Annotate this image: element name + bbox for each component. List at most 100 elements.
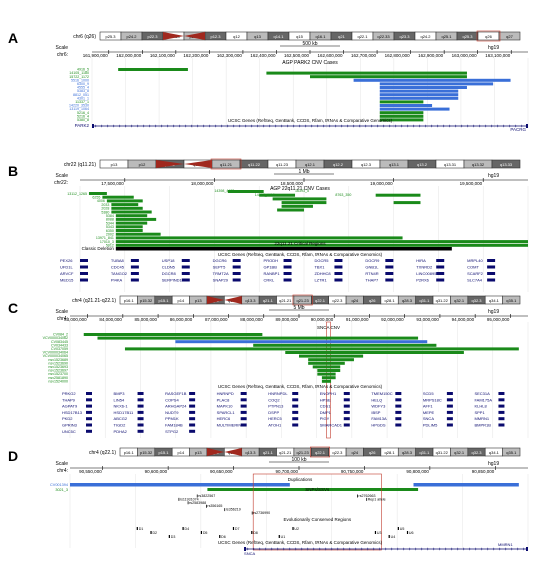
panel-b-gene-body: [385, 265, 394, 269]
panel-c-gene-body: [137, 429, 144, 433]
panel-c-gene-label: HERC5: [268, 416, 282, 421]
panel-d-cons-label: D3: [171, 535, 176, 539]
panel-d-ideogram-band-label: q35.1: [506, 450, 517, 455]
panel-b-ideogram-band-label: q13.2: [417, 162, 428, 167]
panel-c-ideogram-chrom-label: chr4 (q21.21-q22.1): [72, 298, 116, 304]
panel-c-gene-body: [86, 404, 92, 408]
panel-b-sample-label: 5344: [106, 221, 114, 225]
panel-b-gene-label: DGCR6: [213, 258, 228, 263]
panel-d-snca-strand-arrow: [318, 547, 321, 551]
panel-a-park2-strand-arrow: [382, 124, 385, 128]
panel-a-cnv-bar: [310, 75, 467, 79]
panel-a-gene-track-title: UCSC Genes (RefSeq, GenBank, CCDS, Rfam,…: [228, 118, 393, 123]
panel-a-tick-label: 162,800,000: [385, 53, 411, 58]
panel-b-sample-label: 17010_3: [100, 240, 114, 244]
panel-b-gene-label: DGCR9: [365, 258, 380, 263]
panel-a-ideogram-band-label: q25.1: [441, 34, 452, 39]
panel-c-ideogram-band-label: q22.1: [315, 298, 326, 303]
panel-c-ideogram-band-label: q21.23: [296, 298, 309, 303]
panel-d-snp-label: rs356219: [226, 508, 241, 512]
panel-a-tick-label: 162,100,000: [150, 53, 176, 58]
panel-c-gene-label: COQ2: [268, 397, 280, 402]
panel-d-snca-strand-arrow: [258, 547, 261, 551]
panel-c-gene-body: [446, 398, 453, 402]
panel-b-cnv-bar: [115, 214, 148, 218]
panel-b-ideogram-band-label: p13: [111, 162, 118, 167]
panel-d-cons-label: D7: [235, 527, 240, 531]
panel-c-gene-label: WDFY3: [371, 404, 386, 409]
panel-b-ideogram-band-label: q12.1: [305, 162, 316, 167]
panel-b-cnv-bar: [393, 201, 421, 205]
panel-c-ideogram-band-label: q28.3: [402, 298, 413, 303]
panel-c-gene-label: NUDT9: [165, 410, 179, 415]
panel-c-gene-body: [292, 398, 299, 402]
panel-c-gene-body: [137, 410, 144, 414]
panel-c-gene-label: ATOH1: [268, 423, 282, 428]
panel-c-gene-body: [446, 423, 453, 427]
panel-c-gene-body: [137, 404, 144, 408]
panel-b-cnv-bar: [111, 203, 139, 207]
panel-d-cons-label: U4: [391, 535, 396, 539]
panel-c-gene-body: [395, 423, 402, 427]
panel-d-cons-label: U3: [377, 531, 382, 535]
panel-c-gene-label: FAM184B: [165, 423, 183, 428]
panel-b-scale-word: Scale: [55, 173, 68, 179]
panel-a-park2-strand-arrow: [232, 124, 235, 128]
panel-d-snca-exon: [244, 547, 247, 551]
panel-c-gene-label: SPP1: [474, 410, 485, 415]
panel-d-snca-strand-arrow: [474, 547, 477, 551]
panel-b-tick-label: 18,500,000: [280, 181, 303, 186]
panel-d-ideogram-band-label: q28.1: [385, 450, 396, 455]
panel-b-cnv-bar: [115, 243, 528, 247]
panel-b-cnv-bar: [115, 221, 148, 225]
panel-b-sample-label: 5343: [106, 225, 114, 229]
panel-letter-d: D: [8, 448, 19, 464]
panel-b-gene-label: USP18: [162, 258, 175, 263]
panel-c-gene-body: [292, 410, 299, 414]
panel-a-park2-exon: [92, 124, 94, 128]
panel-c-gene-body: [395, 398, 402, 402]
panel-b-gene-body: [487, 259, 496, 262]
panel-c-gene-body: [446, 392, 453, 395]
panel-b-gene-label: SERPIND1: [162, 278, 183, 283]
panel-c-assembly: hg19: [488, 309, 499, 315]
panel-c-gene-label: SNCA: [423, 416, 434, 421]
panel-d-snca-strand-arrow: [486, 547, 489, 551]
panel-c-gene-label: STPG2: [165, 429, 179, 434]
panel-a-park2-strand-arrow: [226, 124, 229, 128]
panel-a-ideogram-band-label: p12.3: [210, 34, 221, 39]
panel-a-park2-exon: [526, 124, 528, 128]
panel-c-gene-body: [240, 398, 247, 402]
panel-d-snca-strand-arrow: [246, 547, 249, 551]
panel-c-gene-label: SPARCL1: [217, 410, 236, 415]
panel-c-gene-label: ABCG2: [114, 416, 128, 421]
panel-c-gene-body: [86, 417, 92, 421]
panel-a-park2-strand-arrow: [148, 124, 151, 128]
panel-c-gene-label: PDLIM5: [423, 423, 438, 428]
panel-b-cnv-bar: [281, 201, 327, 205]
panel-c-gene-body: [189, 423, 196, 427]
panel-a-park2-strand-arrow: [160, 124, 163, 128]
panel-a-park2-strand-arrow: [316, 124, 319, 128]
panel-b-sample-label: 13971_841: [96, 236, 114, 240]
panel-a-ideogram-band-label: q24.2: [420, 34, 431, 39]
panel-b-gene-body: [232, 265, 241, 269]
panel-a-sample-label: 5516_1000: [71, 78, 89, 82]
panel-c-gene-body: [86, 392, 92, 395]
panel-a-park2-strand-arrow: [166, 124, 169, 128]
panel-d-cons-label: U1: [281, 535, 286, 539]
panel-d-snca-strand-arrow: [306, 547, 309, 551]
panel-b-gene-label: TRMT2A: [213, 271, 229, 276]
panel-d-ideogram-chrom-label: chr4 (q22.1): [89, 450, 116, 456]
panel-b-cnv-bar: [111, 210, 152, 214]
panel-b-sample-label: 8763_350: [335, 193, 351, 197]
panel-b-gene-label: P2RX6: [416, 278, 429, 283]
panel-a-cnv-bar: [379, 93, 459, 97]
panel-c-gene-body: [498, 423, 505, 427]
panel-a-park2-strand-arrow: [466, 124, 469, 128]
panel-d-ideogram-centromere: [206, 448, 225, 456]
panel-c-gene-label: HSD17B11: [114, 410, 134, 415]
panel-c-ideogram-band-label: q22.3: [332, 298, 343, 303]
panel-d-cons-label: D4: [185, 527, 190, 531]
panel-d-snca-strand-arrow: [300, 547, 303, 551]
